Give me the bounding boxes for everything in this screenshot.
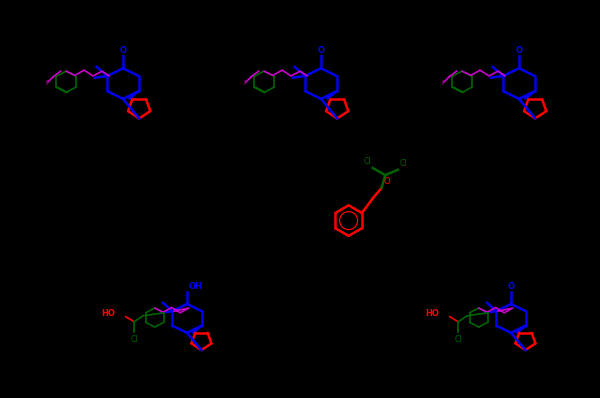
Text: Cl: Cl [400,159,407,168]
Text: OH: OH [189,282,203,291]
Text: O: O [317,46,325,55]
Text: I: I [45,80,47,86]
Text: Cl: Cl [363,157,371,166]
Text: O: O [119,46,127,55]
Text: I: I [441,80,443,86]
Text: HO: HO [102,309,116,318]
Text: O: O [383,177,390,186]
Text: O: O [508,282,515,291]
Text: I: I [243,80,245,86]
Text: Cl: Cl [131,335,138,343]
Text: O: O [515,46,523,55]
Text: HO: HO [426,309,440,318]
Text: Cl: Cl [455,335,462,343]
